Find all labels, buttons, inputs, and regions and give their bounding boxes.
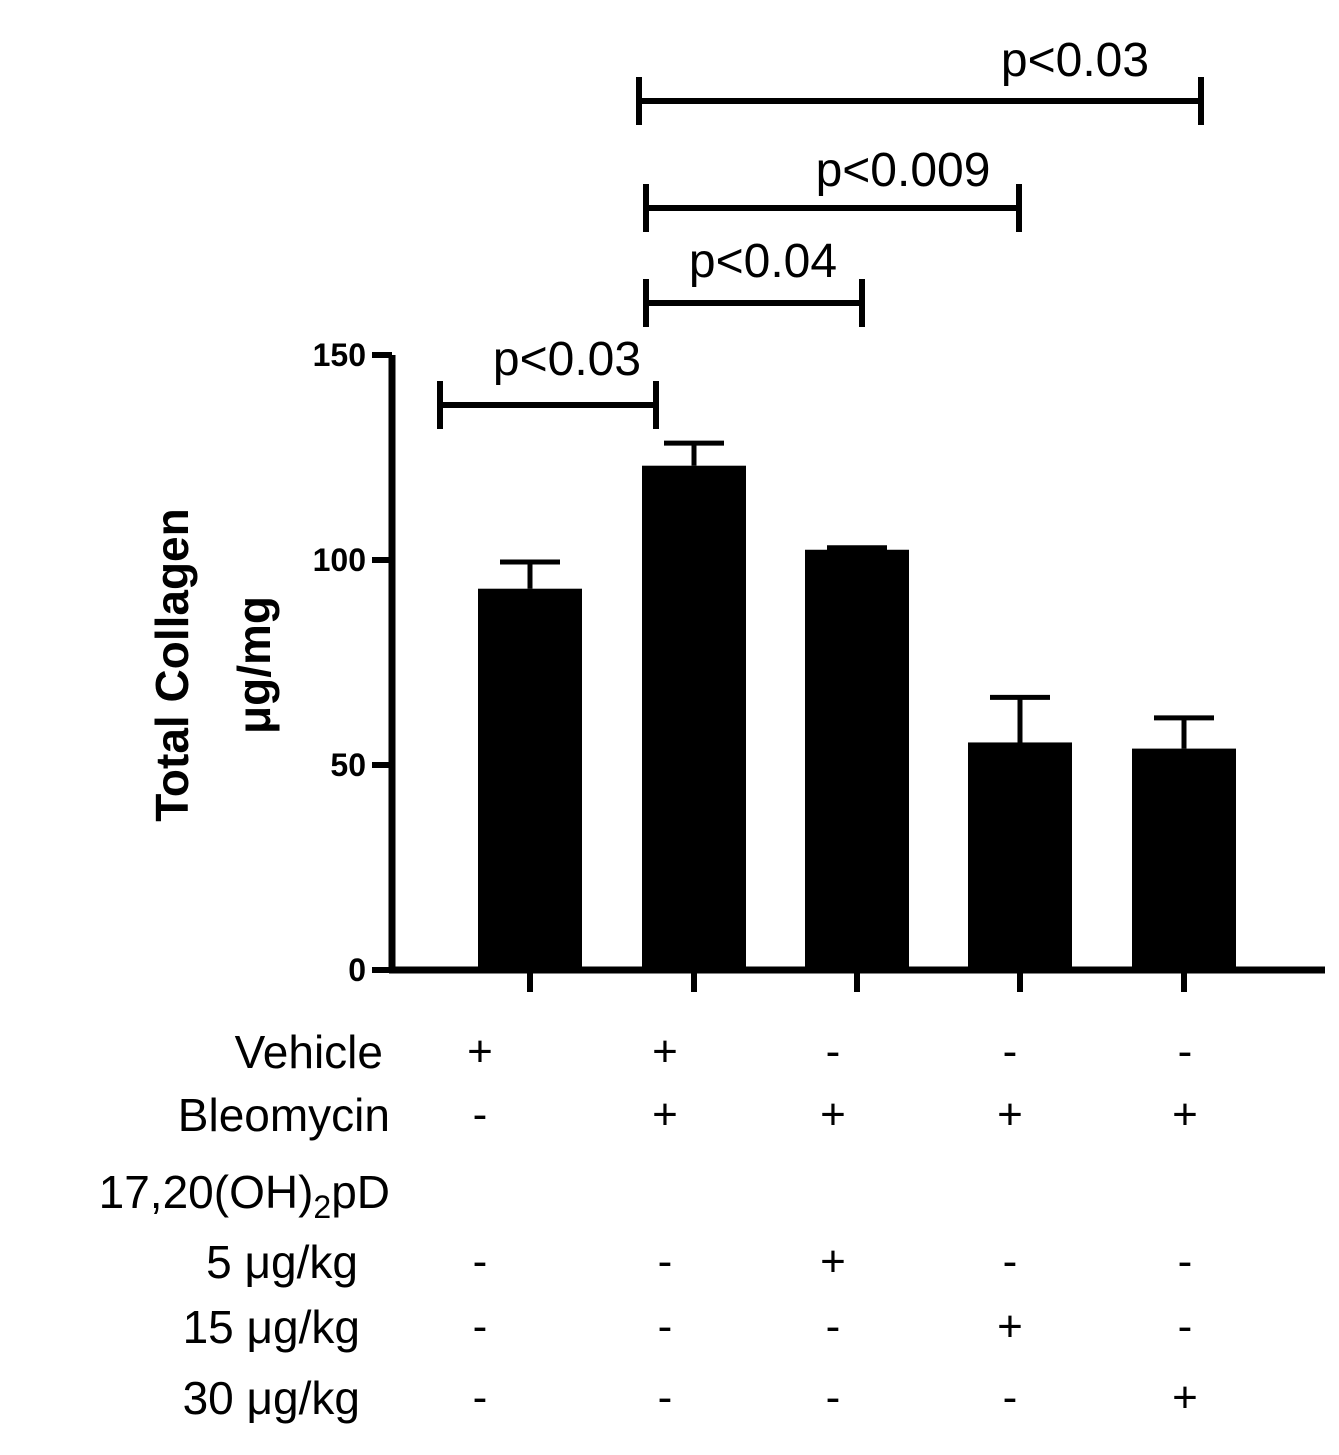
sign-r3-c1: - bbox=[473, 1237, 488, 1286]
p-value-label-1: p<0.03 bbox=[493, 333, 641, 386]
sign-r4-c5: - bbox=[1178, 1302, 1193, 1351]
y-tick-label-50: 50 bbox=[330, 747, 366, 783]
p-value-label-2: p<0.04 bbox=[689, 235, 837, 288]
bar-2 bbox=[642, 465, 746, 970]
sign-r3-c5: - bbox=[1178, 1237, 1193, 1286]
sign-r5-c5: + bbox=[1172, 1373, 1198, 1422]
sign-r4-c2: - bbox=[658, 1302, 673, 1351]
sign-r4-c1: - bbox=[473, 1302, 488, 1351]
sign-r3-c3: + bbox=[820, 1237, 846, 1286]
sign-r1-c1: + bbox=[467, 1027, 493, 1076]
sign-r1-c5: - bbox=[1178, 1027, 1193, 1076]
bar-5 bbox=[1132, 748, 1236, 970]
sign-r1-c4: - bbox=[1003, 1027, 1018, 1076]
y-tick-label-100: 100 bbox=[313, 542, 366, 578]
sign-r2-c2: + bbox=[652, 1090, 678, 1139]
sign-r3-c2: - bbox=[658, 1237, 673, 1286]
bar-4 bbox=[968, 742, 1072, 970]
sign-r2-c4: + bbox=[997, 1090, 1023, 1139]
sign-r3-c4: - bbox=[1003, 1237, 1018, 1286]
p-value-label-3: p<0.009 bbox=[816, 144, 991, 197]
p-value-label-4: p<0.03 bbox=[1001, 34, 1149, 87]
sign-r5-c2: - bbox=[658, 1373, 673, 1422]
y-tick-label-150: 150 bbox=[313, 337, 366, 373]
row-label-4: 15 μg/kg bbox=[183, 1301, 360, 1353]
row-label-3: 5 μg/kg bbox=[206, 1236, 358, 1288]
sign-r2-c1: - bbox=[473, 1090, 488, 1139]
sign-r1-c2: + bbox=[652, 1027, 678, 1076]
sign-r5-c1: - bbox=[473, 1373, 488, 1422]
sign-r2-c3: + bbox=[820, 1090, 846, 1139]
y-tick-label-0: 0 bbox=[348, 952, 366, 988]
sign-r2-c5: + bbox=[1172, 1090, 1198, 1139]
error-bars bbox=[500, 440, 1214, 749]
y-axis-label-line-1: Total Collagen bbox=[146, 508, 198, 822]
sign-r5-c3: - bbox=[826, 1373, 841, 1422]
y-axis-label-line-2: μg/mg bbox=[228, 596, 280, 734]
row-label-5: 30 μg/kg bbox=[183, 1372, 360, 1424]
treatment-table: 17,20(OH)2pD Vehicle + + - - - Bleomycin - + + + +5… bbox=[99, 1026, 1198, 1424]
significance-brackets: p<0.03 p<0.04 p<0.009 p<0.03 bbox=[437, 34, 1204, 429]
y-axis-label: Total Collagen μg/mg bbox=[146, 508, 280, 822]
bar-1 bbox=[478, 588, 582, 970]
sign-r1-c3: - bbox=[826, 1027, 841, 1076]
row-label-1: Vehicle bbox=[235, 1026, 383, 1078]
sign-r5-c4: - bbox=[1003, 1373, 1018, 1422]
bar-3 bbox=[805, 549, 909, 970]
treatment-header: 17,20(OH)2pD bbox=[99, 1166, 390, 1225]
row-label-2: Bleomycin bbox=[178, 1089, 390, 1141]
sign-r4-c3: - bbox=[826, 1302, 841, 1351]
chart-bars bbox=[478, 465, 1236, 970]
sign-r4-c4: + bbox=[997, 1302, 1023, 1351]
